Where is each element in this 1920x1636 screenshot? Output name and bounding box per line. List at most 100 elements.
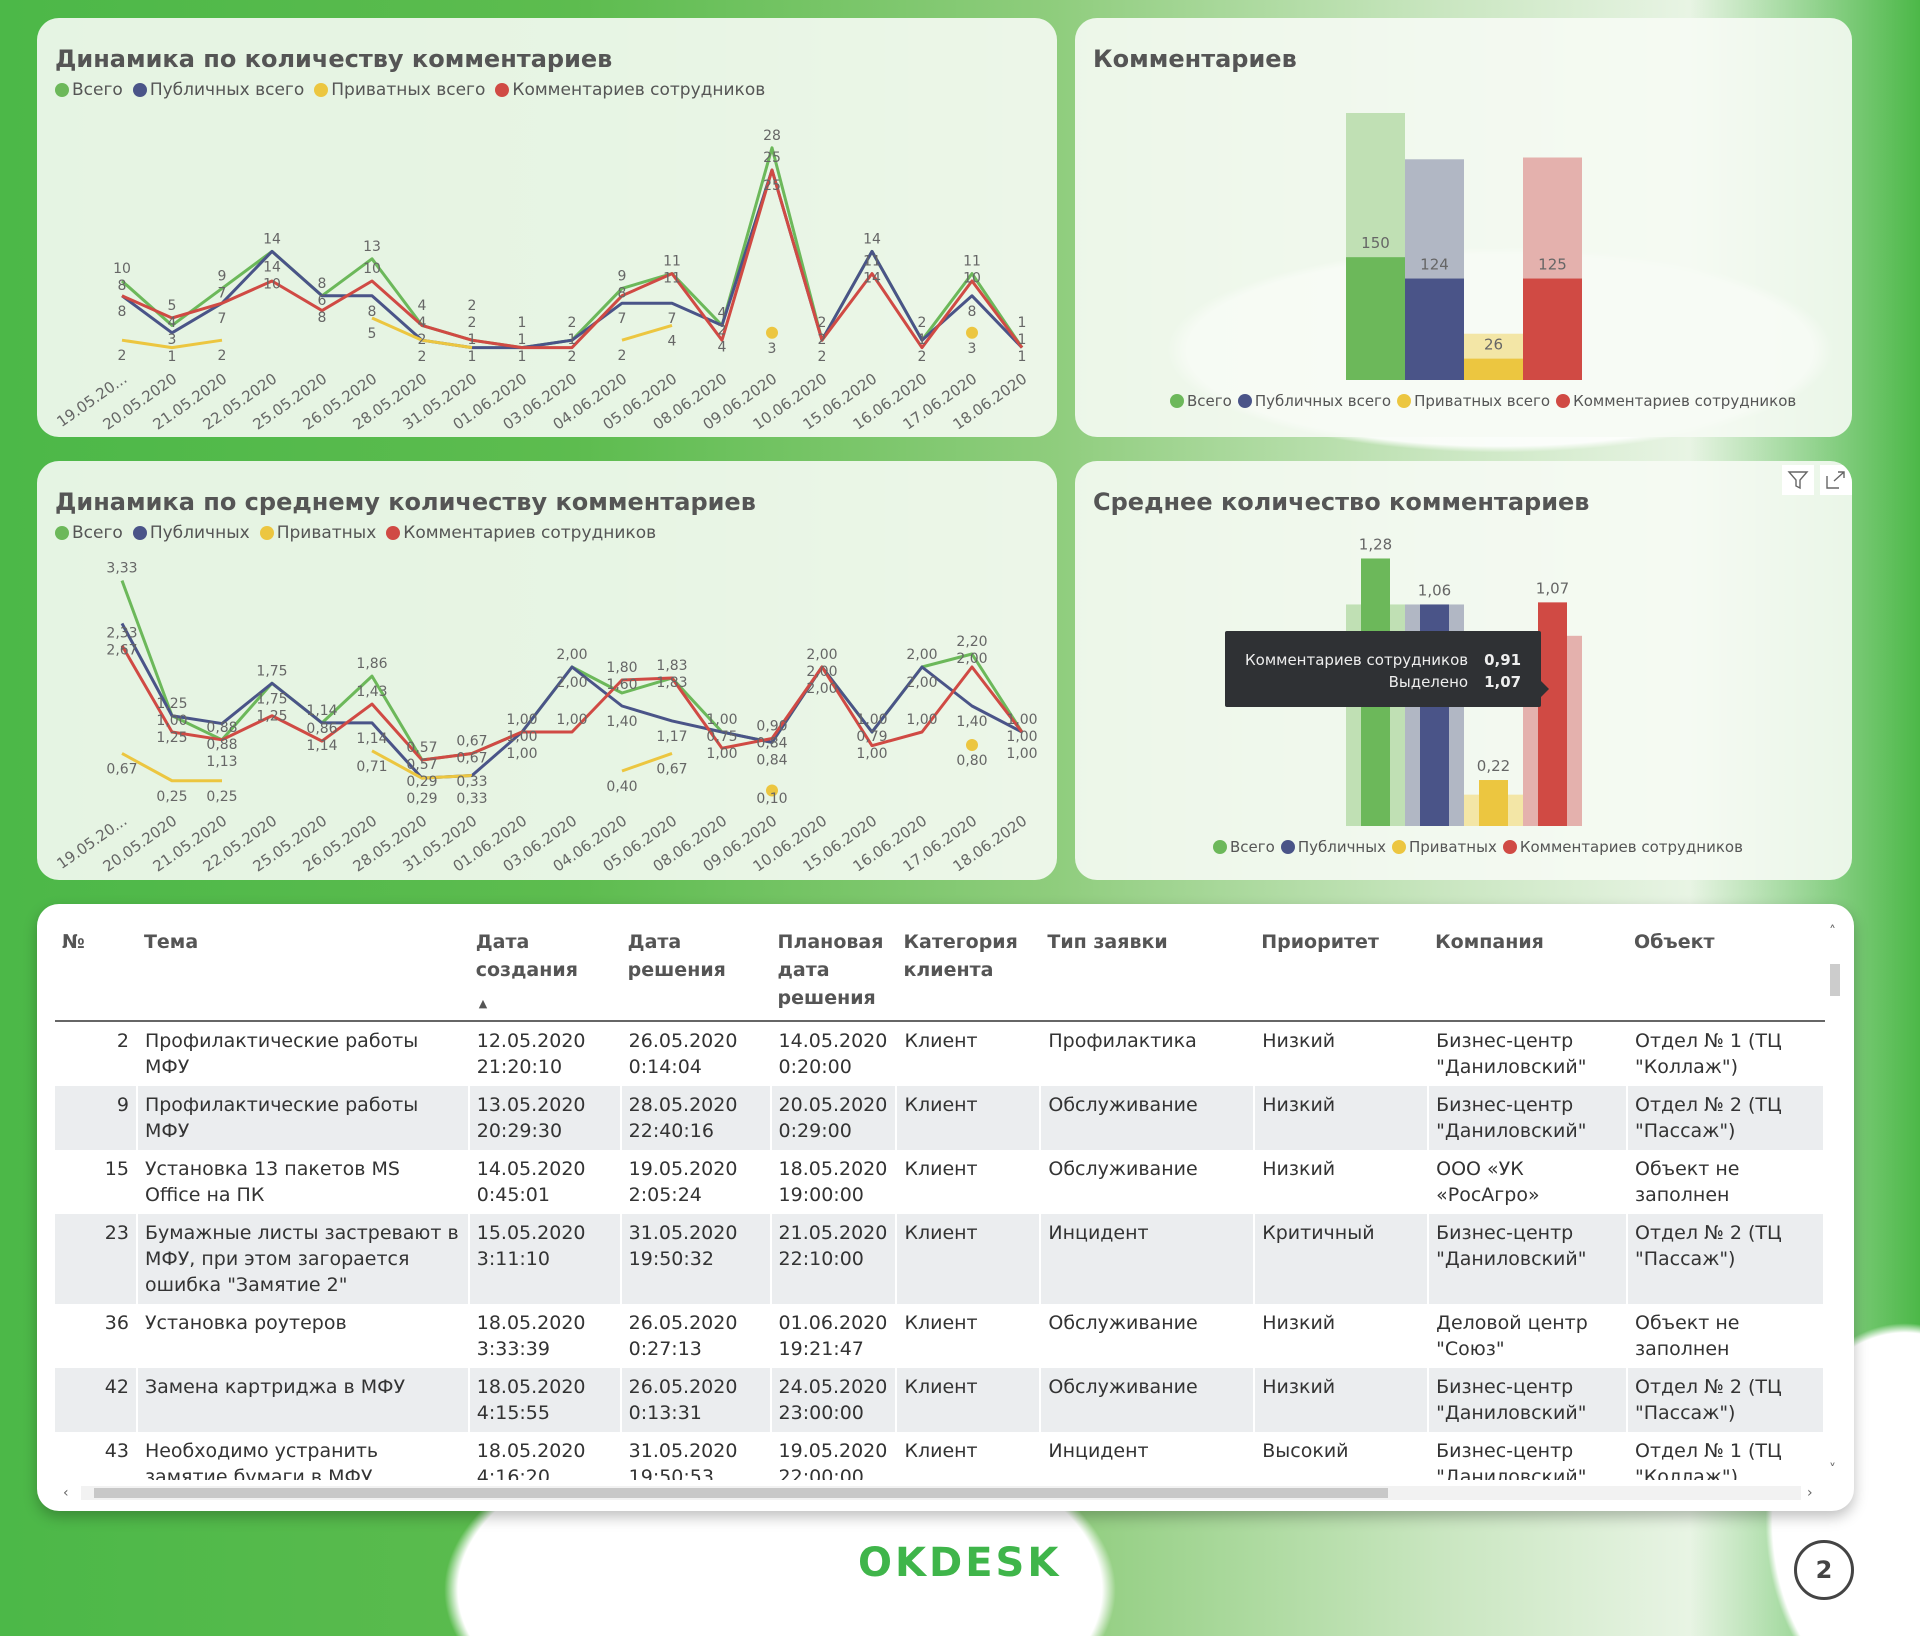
sort-ascending-icon[interactable]: ▲ [478, 997, 488, 1010]
legend-dot-icon [1237, 394, 1252, 408]
column-header[interactable]: Дата создания ▲ [468, 924, 621, 1022]
scroll-left-icon[interactable]: ‹ [63, 1485, 69, 1501]
bar-highlighted[interactable] [1523, 278, 1582, 380]
legend-item[interactable]: Приватных [1391, 838, 1497, 856]
series-line[interactable] [120, 622, 1023, 780]
legend-item[interactable]: Комментариев сотрудников [495, 80, 765, 100]
bar-value-label: 124 [1420, 256, 1449, 274]
legend-dot-icon [1502, 840, 1517, 854]
legend-item[interactable]: Приватных всего [1397, 392, 1550, 410]
series-line[interactable] [371, 316, 473, 350]
legend-item[interactable]: Комментариев сотрудников [386, 523, 656, 543]
table-viewport[interactable]: № Тема Дата создания ▲ Дата решения Плановая … [55, 924, 1825, 1480]
legend-item[interactable]: Всего [1213, 838, 1275, 856]
filter-icon[interactable] [1782, 465, 1814, 495]
bar-highlighted[interactable] [1464, 358, 1523, 380]
column-header[interactable]: Приоритет [1254, 924, 1429, 1022]
table-row[interactable]: 43 Необходимо устранить замятие бумаги в … [55, 1432, 1825, 1480]
data-label: 1,00 [1006, 712, 1037, 728]
legend-dot-icon [259, 526, 274, 540]
table-row[interactable]: 2 Профилактические работы МФУ 12.05.2020 2… [55, 1021, 1825, 1086]
data-label: 2,67 [106, 643, 137, 659]
legend-item[interactable]: Комментариев сотрудников [1502, 838, 1743, 856]
series-line[interactable] [121, 168, 1024, 350]
legend-item[interactable]: Всего [55, 80, 123, 100]
data-label: 0,57 [406, 757, 437, 773]
legend-item[interactable]: Приватных [259, 523, 377, 543]
data-label: 1 [568, 332, 577, 348]
data-point[interactable] [966, 326, 978, 339]
column-header[interactable]: № [55, 924, 137, 1022]
data-label: 8 [118, 278, 127, 294]
data-point[interactable] [966, 739, 978, 751]
comments-total-chart[interactable]: 150 124 26 125 [1075, 18, 1852, 437]
data-point[interactable] [766, 784, 778, 797]
scroll-up-icon[interactable]: ˄ [1829, 924, 1836, 940]
scroll-right-icon[interactable]: › [1807, 1485, 1813, 1501]
table-row[interactable]: 42 Замена картриджа в МФУ 18.05.2020 4:15:… [55, 1368, 1825, 1432]
data-label: 2,00 [806, 647, 837, 663]
series-line[interactable] [121, 752, 222, 783]
table-cell: 31.05.2020 19:50:32 [620, 1214, 772, 1304]
column-header[interactable]: Тема [136, 924, 469, 1022]
legend-item[interactable]: Публичных всего [1237, 392, 1391, 410]
table-row[interactable]: 36 Установка роутеров 18.05.2020 3:33:39 26… [55, 1304, 1825, 1368]
data-label: 0,67 [456, 750, 487, 766]
data-label: 2 [918, 315, 927, 331]
legend-item[interactable]: Комментариев сотрудников [1556, 392, 1796, 410]
scroll-down-icon[interactable]: ˅ [1829, 1462, 1836, 1478]
data-label: 7 [218, 285, 227, 301]
column-header-label: Плановая дата решения [777, 931, 884, 1009]
table-cell: 19.05.2020 22:00:00 [770, 1432, 898, 1480]
table-row[interactable]: 9 Профилактические работы МФУ 13.05.2020 2… [55, 1086, 1825, 1150]
table-cell: Низкий [1254, 1304, 1430, 1368]
comments-dynamics-panel: 10 8 8 2 19.05.20... 5 4 3 1 20.05.2020 9 7 7 2 21.05.… [37, 18, 1057, 437]
series-line[interactable] [371, 749, 473, 780]
column-header[interactable]: Компания [1428, 924, 1627, 1022]
data-label: 0,84 [756, 753, 787, 769]
bar-highlighted[interactable] [1346, 257, 1405, 380]
bar-highlighted[interactable] [1479, 780, 1508, 826]
legend-label: Приватных [276, 523, 377, 543]
series-line[interactable] [121, 338, 223, 350]
legend-item[interactable]: Приватных всего [314, 80, 485, 100]
legend-item[interactable]: Публичных [1280, 838, 1386, 856]
vertical-scrollbar[interactable] [1829, 944, 1841, 1459]
data-label: 0,75 [706, 729, 737, 745]
column-header[interactable]: Плановая дата решения [770, 924, 897, 1022]
legend-dot-icon [132, 526, 147, 540]
avg-comments-dynamics-chart[interactable]: 3,332,332,670,6719.05.20...1,251,001,250… [37, 461, 1057, 880]
bar-highlighted[interactable] [1538, 602, 1567, 826]
legend-item[interactable]: Публичных всего [132, 80, 304, 100]
data-label: 2 [418, 332, 427, 348]
legend-item[interactable]: Всего [1170, 392, 1232, 410]
panel-title: Динамика по количеству комментариев [55, 45, 613, 73]
focus-mode-icon[interactable] [1820, 465, 1852, 495]
column-header[interactable]: Дата решения [620, 924, 771, 1022]
vertical-scrollbar-thumb[interactable] [1830, 964, 1840, 996]
horizontal-scrollbar[interactable] [81, 1486, 1801, 1500]
data-label: 2,33 [106, 626, 137, 642]
series-line[interactable] [120, 644, 1024, 762]
column-header[interactable]: Объект [1627, 924, 1824, 1022]
data-label: 0,71 [356, 759, 387, 775]
legend-item[interactable]: Всего [55, 523, 123, 543]
table-cell: 14.05.2020 0:45:01 [468, 1150, 622, 1214]
table-cell: 18.05.2020 3:33:39 [468, 1304, 622, 1368]
column-header[interactable]: Тип заявки [1040, 924, 1255, 1022]
table-row[interactable]: 23 Бумажные листы застревают в МФУ, при э… [55, 1214, 1825, 1304]
legend-item[interactable]: Публичных [132, 523, 250, 543]
page-number: 2 [1794, 1540, 1854, 1600]
horizontal-scrollbar-thumb[interactable] [94, 1488, 1388, 1498]
bar-highlighted[interactable] [1405, 278, 1464, 380]
data-label: 0,29 [406, 774, 437, 790]
table-cell: Бизнес-центр "Даниловский" [1428, 1368, 1628, 1432]
series-line[interactable] [121, 168, 1024, 350]
series-line[interactable] [621, 752, 673, 773]
series-line[interactable] [621, 323, 673, 342]
table-row[interactable]: 15 Установка 13 пакетов MS Office на ПК 14… [55, 1150, 1825, 1214]
bar-value-label: 26 [1484, 336, 1503, 354]
column-header[interactable]: Категория клиента [896, 924, 1041, 1022]
data-point[interactable] [766, 326, 778, 339]
comments-dynamics-chart[interactable]: 1088219.05.20...543120.05.2020977221.05.… [37, 18, 1057, 437]
